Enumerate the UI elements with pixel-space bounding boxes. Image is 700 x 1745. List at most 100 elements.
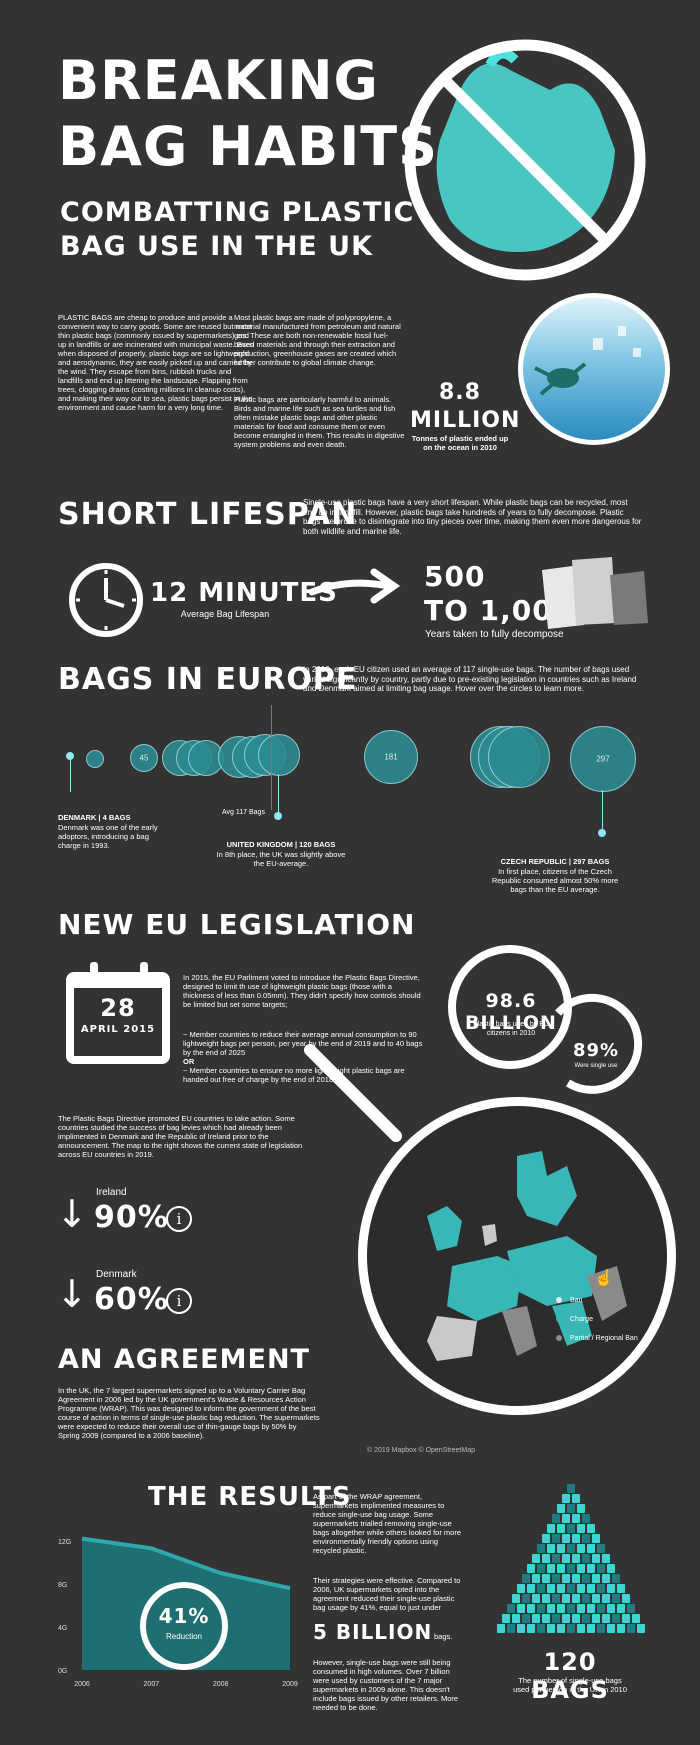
info-icon[interactable]: i (166, 1206, 192, 1232)
country-bubble-297[interactable]: 297 (570, 726, 636, 792)
lifespan-text: Single-use plastic bags have a very shor… (303, 498, 642, 536)
legend-charge: Charge (556, 1315, 638, 1324)
y-tick-label: 8G (58, 1582, 67, 1589)
bag-icon (547, 1544, 555, 1553)
bag-icon (637, 1624, 645, 1633)
uk-pointer-dot[interactable] (274, 812, 282, 820)
europe-heading: BAGS IN EUROPE (58, 662, 358, 697)
bag-icon (532, 1594, 540, 1603)
main-title-line-1: BREAKING (58, 49, 379, 112)
bag-icon (587, 1564, 595, 1573)
bag-icon (622, 1614, 630, 1623)
bag-icon (572, 1574, 580, 1583)
x-tick-label: 2006 (74, 1681, 90, 1688)
bag-icon (592, 1554, 600, 1563)
bag-icon (537, 1584, 545, 1593)
denmark-pct: 60% (94, 1282, 169, 1317)
agreement-heading: AN AGREEMENT (58, 1344, 310, 1375)
bag-icon (567, 1484, 575, 1493)
bag-icon (512, 1614, 520, 1623)
clock-icon (69, 563, 143, 637)
country-bubble-uk[interactable] (258, 734, 300, 776)
europe-map[interactable] (358, 1097, 676, 1415)
bag-icon (502, 1614, 510, 1623)
legislation-text-1: In 2015, the EU Parliment voted to intro… (183, 973, 421, 1009)
map-legend: Ban Charge Partial / Regional Ban (556, 1296, 638, 1343)
no-plastic-bag-icon (404, 39, 646, 281)
bag-icon (627, 1604, 635, 1613)
bag-icon (527, 1584, 535, 1593)
bag-icon (532, 1554, 540, 1563)
bag-pyramid-graphic (497, 1484, 645, 1633)
info-icon[interactable]: i (166, 1288, 192, 1314)
bag-icon (577, 1504, 585, 1513)
bag-icon (557, 1624, 565, 1633)
bag-icon (537, 1604, 545, 1613)
bag-icon (497, 1624, 505, 1633)
plastic-bags-image (542, 557, 648, 629)
bag-icon (552, 1574, 560, 1583)
bag-icon (577, 1584, 585, 1593)
bag-icon (547, 1624, 555, 1633)
denmark-pointer-dot[interactable] (66, 752, 74, 760)
minutes-value: 12 MINUTES (150, 578, 338, 608)
x-tick-label: 2009 (282, 1681, 298, 1688)
bag-icon (597, 1564, 605, 1573)
bag-icon (632, 1614, 640, 1623)
bag-icon (532, 1614, 540, 1623)
bag-icon (617, 1584, 625, 1593)
ocean-turtle-image (518, 293, 670, 445)
bag-icon (587, 1544, 595, 1553)
bag-icon (532, 1574, 540, 1583)
arrow-right-icon (308, 568, 401, 604)
bag-icon (577, 1564, 585, 1573)
legend-ban-label: Ban (570, 1297, 583, 1304)
bags-per-person-label: The number of single-use bags used per p… (513, 1676, 627, 1694)
legend-ban-swatch (556, 1297, 562, 1304)
bag-icon (552, 1594, 560, 1603)
bag-icon (617, 1624, 625, 1633)
bag-icon (557, 1504, 565, 1513)
y-tick-label: 0G (58, 1668, 67, 1675)
bag-icon (527, 1624, 535, 1633)
bag-icon (577, 1624, 585, 1633)
bag-icon (542, 1594, 550, 1603)
bag-icon (537, 1624, 545, 1633)
results-text-1: As part of the WRAP agreement, supermark… (313, 1492, 462, 1555)
legislation-or: OR (183, 1057, 195, 1066)
bag-icon (617, 1604, 625, 1613)
bag-icon (537, 1564, 545, 1573)
legislation-heading: NEW EU LEGISLATION (58, 908, 416, 941)
uk-text: In 8th place, the UK was slightly above … (216, 850, 346, 868)
ireland-pct: 90% (94, 1200, 169, 1235)
country-bubble-181[interactable]: 181 (364, 730, 418, 784)
decompose-years-1: 500 (424, 560, 486, 593)
czech-pointer-dot[interactable] (598, 829, 606, 837)
czech-title: CZECH REPUBLIC | 297 BAGS (500, 857, 610, 866)
bag-icon (522, 1594, 530, 1603)
bag-icon (557, 1524, 565, 1533)
legend-charge-label: Charge (570, 1316, 593, 1323)
uk-title: UNITED KINGDOM | 120 BAGS (226, 840, 336, 849)
country-bubble-45[interactable]: 45 (130, 744, 158, 772)
country-bubble[interactable] (488, 726, 550, 788)
results-text-3: However, single-use bags were still bein… (313, 1658, 459, 1712)
bag-icon (567, 1624, 575, 1633)
denmark-text: Denmark was one of the early adoptors, i… (58, 823, 158, 850)
reduction-ring: 41% Reduction (140, 1582, 228, 1670)
bag-icon (527, 1564, 535, 1573)
bag-icon (542, 1574, 550, 1583)
bubble-label-297: 297 (596, 754, 610, 764)
bag-icon (602, 1594, 610, 1603)
bag-icon (592, 1594, 600, 1603)
ocean-stat-value: 8.8 (439, 380, 481, 405)
country-bubble[interactable] (86, 750, 104, 768)
bag-icon (597, 1584, 605, 1593)
bag-icon (572, 1594, 580, 1603)
reduction-label: Reduction (165, 1632, 203, 1641)
eu-average-line (271, 705, 272, 810)
denmark-pointer-line (70, 756, 71, 792)
ocean-stat-unit: MILLION (410, 408, 521, 433)
subtitle-line-1: COMBATTING PLASTIC (60, 197, 415, 228)
y-tick-label: 12G (58, 1539, 71, 1546)
